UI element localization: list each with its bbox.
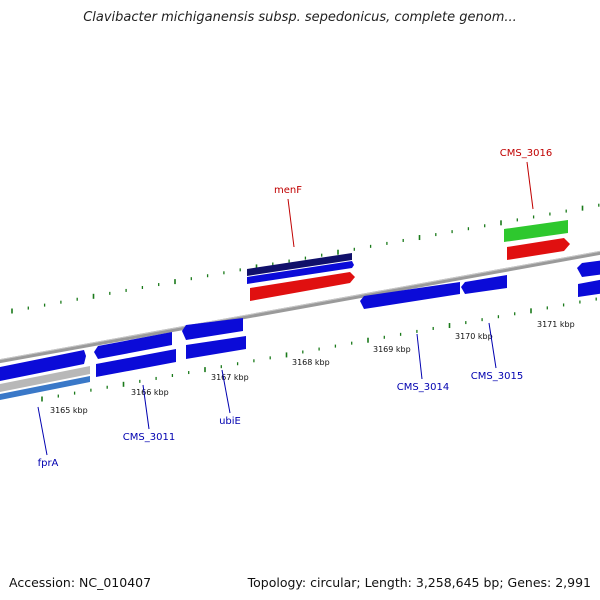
gene-leader-line [142,384,150,430]
gene-arrow-fprA-region [0,350,86,381]
gene-leader-line [416,333,423,380]
gene-arrow-ubiE-a [182,318,243,340]
kbp-label: 3171 kbp [537,320,575,329]
rna-arrow-menF [250,272,355,301]
kbp-tick-labels: 3165 kbp 3166 kbp 3167 kbp 3168 kbp 3169 kbp… [50,320,575,415]
topology-text: Topology: circular; Length: 3,258,645 bp… [247,575,591,590]
kbp-label: 3167 kbp [211,373,249,382]
map-title: Clavibacter michiganensis subsp. sepedon… [83,10,517,25]
gene-leader-line [37,406,48,456]
gene-arrow-ubiE-b [186,336,246,359]
gene-label-layer: fprA CMS_3011 ubiE menF CMS_3014 CMS_3015 CMS_… [37,148,552,469]
gene-arrow-CMS_3014 [360,282,460,309]
gene-arrow-menF [247,261,354,284]
kbp-label: 3169 kbp [373,345,411,354]
gene-arrow-CMS_3015 [461,275,507,294]
kbp-label: 3170 kbp [455,332,493,341]
gene-arrow-CMS_3011-a [94,332,172,359]
gene-label: CMS_3016 [500,148,552,159]
gene-arrow-CMS_3011-b [96,349,176,377]
kbp-label: 3165 kbp [50,406,88,415]
gene-features [0,220,600,400]
accession-text: Accession: NC_010407 [9,575,152,590]
feature-navy [247,253,352,276]
gene-leader-line [526,161,534,210]
feature-green [504,220,568,242]
gene-label: menF [274,185,302,196]
gene-arrow-right-edge-a [577,260,600,277]
gene-arrow-right-edge-b [578,279,600,297]
feature-grey [0,366,90,392]
rna-arrow-CMS_3016 [507,238,570,260]
gene-label: CMS_3015 [471,371,523,382]
gene-leader-line [488,322,497,369]
gene-label: fprA [38,458,59,469]
gene-leader-line [221,369,231,414]
kbp-label: 3168 kbp [292,358,330,367]
kbp-label: 3166 kbp [131,388,169,397]
feature-light-blue [0,376,90,400]
gene-label: ubiE [219,416,241,427]
gene-label: CMS_3014 [397,382,449,393]
gene-leader-line [287,198,295,248]
gene-label: CMS_3011 [123,432,175,443]
genome-backbone [0,250,600,364]
